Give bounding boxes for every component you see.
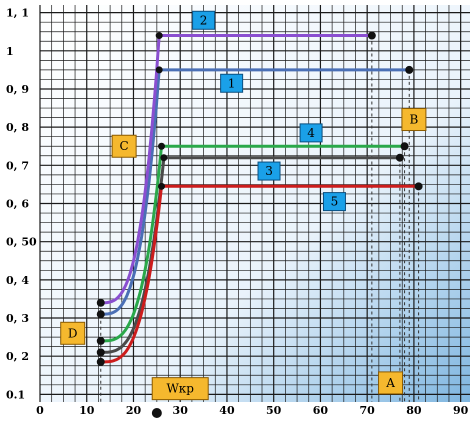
series-label-4: 4	[307, 126, 315, 140]
knee-point-4	[158, 142, 166, 150]
knee-point-5	[158, 182, 166, 190]
series-curves	[100, 34, 419, 364]
x-tick-label: 70	[360, 404, 376, 417]
start-point-5	[96, 357, 105, 366]
series-label-box	[322, 192, 346, 212]
point-label-A: A	[385, 376, 395, 390]
y-tick-label: 0.1	[6, 388, 25, 401]
x-tick-label: 30	[173, 404, 189, 417]
y-tick-label: 0, 6	[6, 198, 29, 211]
y-tick-label: 0, 2	[6, 350, 29, 363]
point-label-box	[378, 371, 404, 395]
y-tick-label: 0, 4	[6, 274, 29, 287]
point-label-D: D	[68, 326, 78, 340]
y-tick-label: 0, 3	[6, 312, 29, 325]
y-tick-label: 1	[6, 45, 14, 58]
x-tick-label: 90	[453, 404, 469, 417]
tick-labels: 0 10 20 30 40 50 60 70 80 90 0.1 0, 2 0, 3 0, 4 0, 50 0…	[6, 7, 469, 417]
series-line-4	[100, 144, 405, 343]
y-tick-label: 0, 9	[6, 83, 29, 96]
start-point-3	[96, 348, 105, 357]
y-tick-label: 1, 1	[6, 7, 29, 20]
start-point-4	[96, 336, 105, 345]
y-tick-label: 0, 7	[6, 159, 29, 172]
w-marker	[151, 408, 162, 418]
y-tick-label: 0, 8	[6, 121, 29, 134]
x-tick-label: 0	[36, 404, 44, 417]
start-point-1	[96, 310, 105, 319]
series-label-box	[257, 161, 281, 181]
series-label-5: 5	[331, 195, 339, 209]
series-label-2: 2	[200, 13, 208, 27]
x-tick-label: 10	[79, 404, 95, 417]
point-label-C: C	[120, 139, 129, 153]
point-label-box	[401, 108, 427, 132]
end-point-3	[395, 153, 404, 162]
end-point-1	[405, 65, 414, 74]
knee-point-2	[155, 32, 163, 40]
point-label-Wкр: Wкр	[166, 382, 194, 396]
endpoint-markers	[96, 31, 423, 418]
knee-point-1	[155, 66, 163, 74]
series-label-1: 1	[228, 76, 236, 90]
point-label-box	[151, 377, 209, 401]
x-tick-label: 20	[126, 404, 142, 417]
point-label-box	[60, 321, 86, 345]
x-tick-label: 60	[313, 404, 329, 417]
point-label-B: B	[409, 113, 418, 127]
x-tick-label: 80	[406, 404, 422, 417]
series-label-box	[192, 10, 216, 30]
end-point-4	[400, 142, 409, 151]
annotations: 2 1 4 3 5 A B C D Wкр	[60, 10, 427, 401]
end-point-5	[414, 182, 423, 191]
series-line-2	[100, 34, 372, 305]
series-label-box	[220, 73, 244, 93]
x-tick-label: 40	[219, 404, 235, 417]
y-tick-label: 0, 50	[6, 236, 37, 249]
knee-point-3	[160, 154, 168, 162]
series-label-box	[299, 123, 323, 143]
series-label-3: 3	[265, 164, 273, 178]
start-point-2	[96, 298, 105, 307]
point-label-box	[111, 134, 137, 158]
series-line-5	[100, 184, 419, 364]
end-point-2	[367, 31, 376, 40]
x-tick-label: 50	[266, 404, 282, 417]
series-line-1	[100, 68, 410, 316]
